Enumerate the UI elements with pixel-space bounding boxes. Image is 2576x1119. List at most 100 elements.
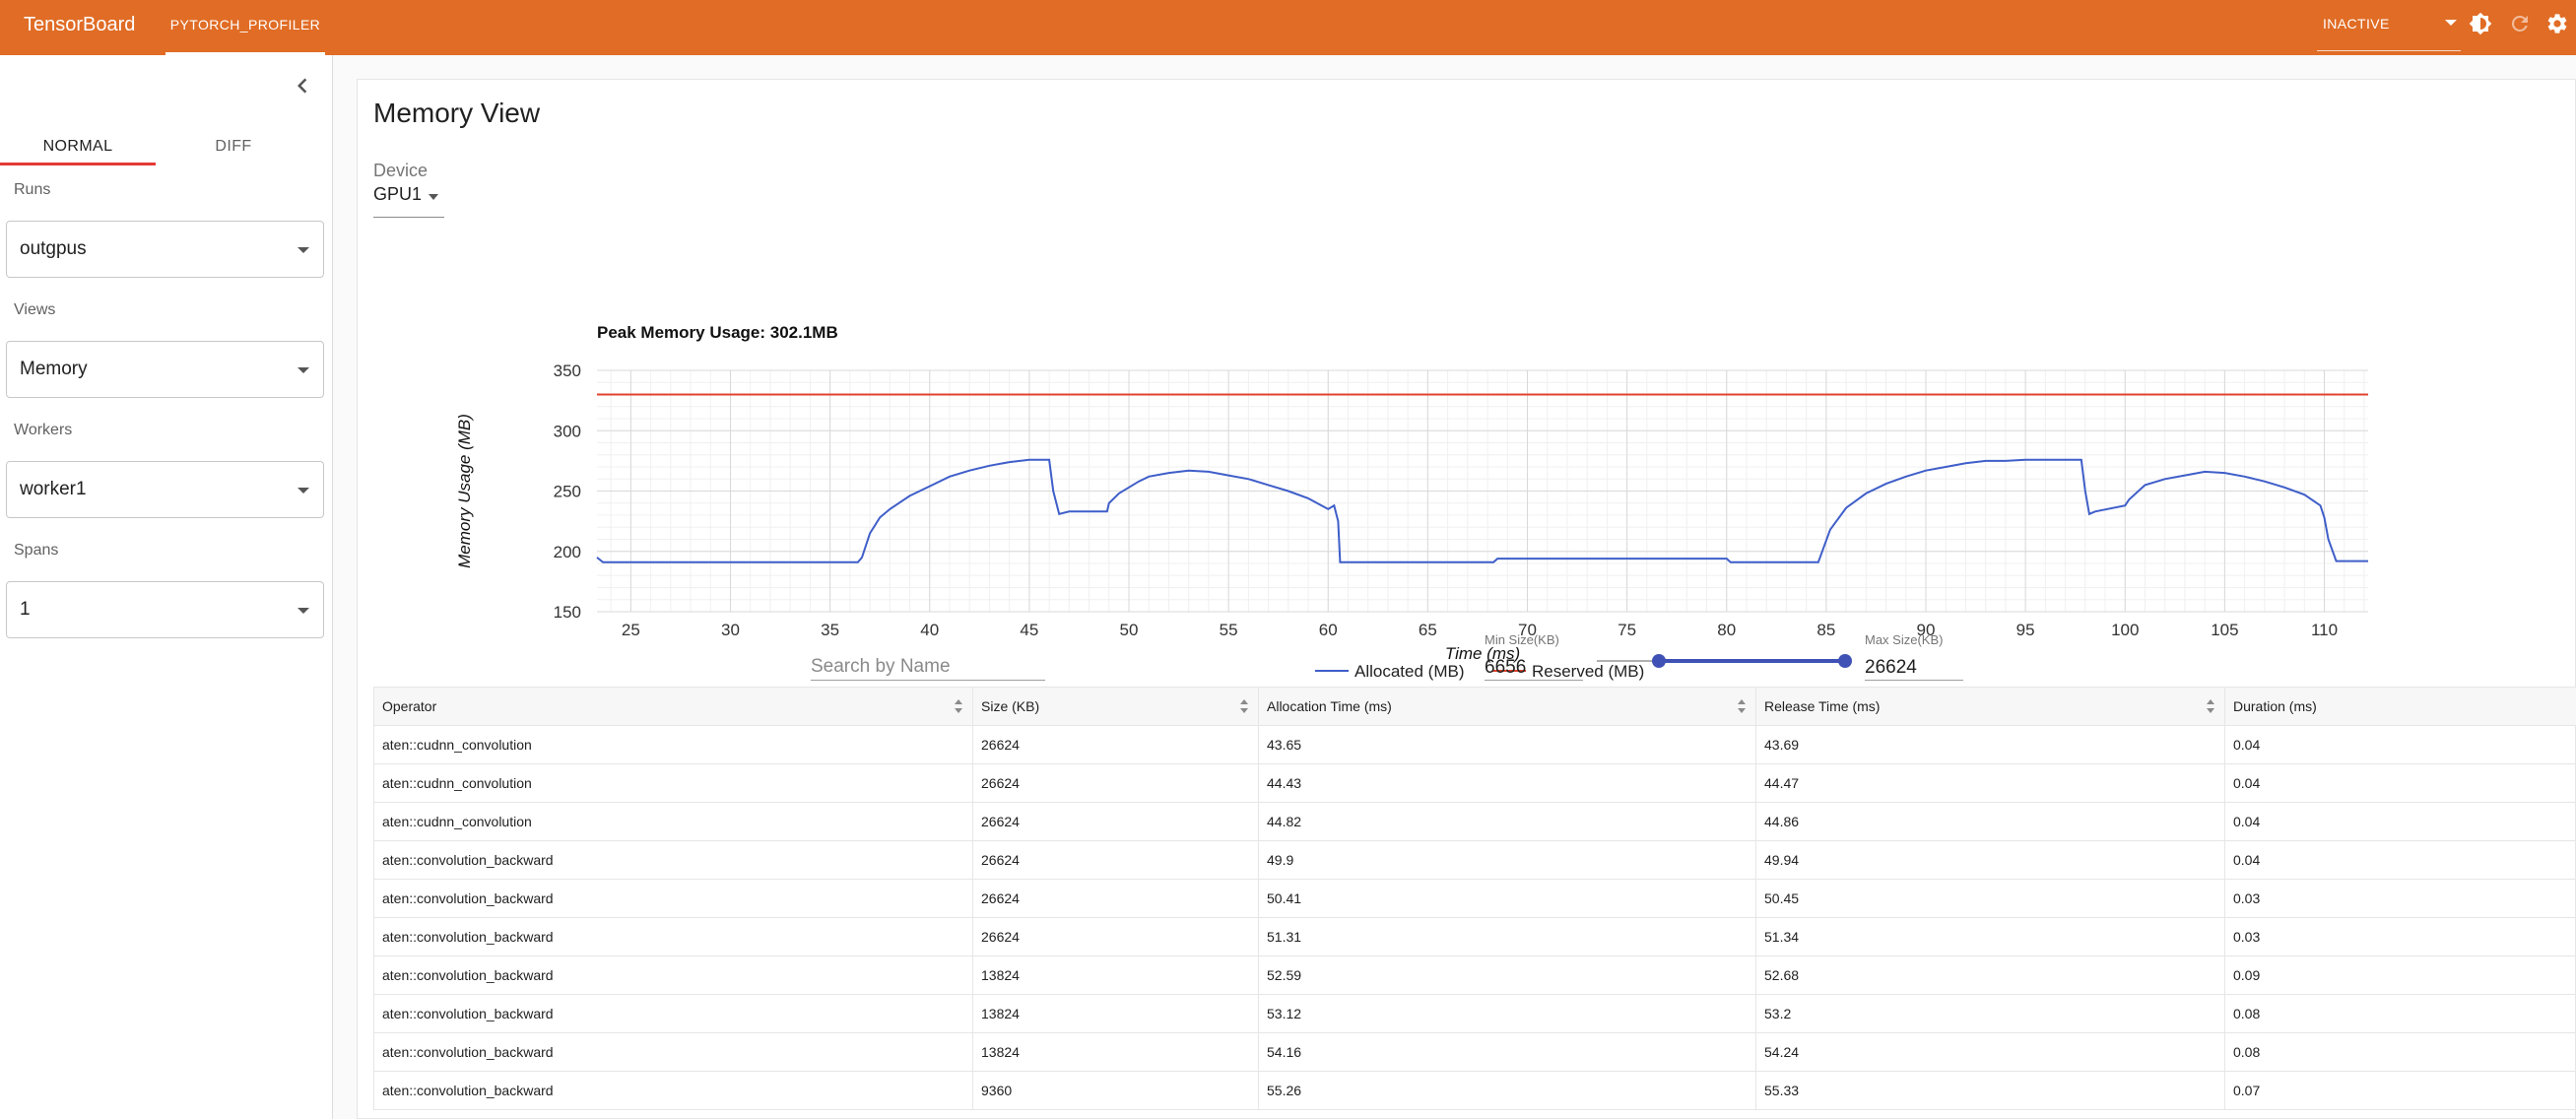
y-tick-label: 350 bbox=[554, 362, 581, 380]
slider-max-thumb[interactable] bbox=[1838, 654, 1852, 668]
column-header-release-time[interactable]: Release Time (ms) bbox=[1755, 687, 2225, 726]
table-cell: aten::convolution_backward bbox=[373, 1032, 973, 1072]
chevron-down-icon bbox=[297, 608, 309, 614]
tab-pytorch-profiler[interactable]: PYTORCH_PROFILER bbox=[165, 0, 325, 55]
settings-icon[interactable] bbox=[2545, 12, 2569, 35]
app-brand[interactable]: TensorBoard bbox=[24, 14, 136, 35]
table-cell: aten::convolution_backward bbox=[373, 994, 973, 1033]
theme-toggle-icon[interactable] bbox=[2469, 12, 2492, 35]
column-header-label: Operator bbox=[382, 698, 437, 714]
table-cell: 26624 bbox=[972, 725, 1259, 764]
x-tick-label: 105 bbox=[2211, 621, 2238, 639]
table-cell: 0.08 bbox=[2224, 994, 2576, 1033]
slider-min-thumb[interactable] bbox=[1652, 654, 1666, 668]
chevron-down-icon bbox=[297, 367, 309, 373]
y-tick-label: 250 bbox=[554, 483, 581, 501]
min-size-label: Min Size(KB) bbox=[1485, 632, 1559, 647]
column-header-operator[interactable]: Operator bbox=[373, 687, 973, 726]
refresh-icon[interactable] bbox=[2508, 12, 2532, 35]
table-row[interactable]: aten::cudnn_convolution 26624 44.43 44.47 0.… bbox=[373, 763, 2576, 803]
series-line-allocated[interactable] bbox=[596, 458, 2368, 563]
table-cell: 52.68 bbox=[1755, 955, 2225, 995]
table-cell: aten::convolution_backward bbox=[373, 955, 973, 995]
x-tick-label: 85 bbox=[1816, 621, 1835, 639]
y-tick-label: 300 bbox=[554, 422, 581, 440]
x-tick-label: 110 bbox=[2311, 621, 2338, 639]
max-size-input[interactable]: 26624 bbox=[1865, 651, 1963, 681]
table-cell: 52.59 bbox=[1258, 955, 1756, 995]
x-tick-label: 45 bbox=[1020, 621, 1038, 639]
table-cell: aten::cudnn_convolution bbox=[373, 802, 973, 841]
y-tick-label: 150 bbox=[554, 603, 581, 622]
runs-select[interactable]: outgpus bbox=[6, 221, 324, 278]
table-cell: 44.86 bbox=[1755, 802, 2225, 841]
chart-title: Peak Memory Usage: 302.1MB bbox=[597, 323, 838, 342]
x-tick-label: 70 bbox=[1518, 621, 1537, 639]
table-cell: 43.65 bbox=[1258, 725, 1756, 764]
table-cell: 0.09 bbox=[2224, 955, 2576, 995]
tab-normal[interactable]: NORMAL bbox=[0, 126, 156, 165]
table-row[interactable]: aten::convolution_backward 9360 55.26 55.33… bbox=[373, 1071, 2576, 1110]
table-cell: 0.04 bbox=[2224, 763, 2576, 803]
x-tick-label: 60 bbox=[1319, 621, 1338, 639]
x-tick-label: 30 bbox=[721, 621, 740, 639]
memory-usage-chart[interactable]: Peak Memory Usage: 302.1MB 25 30 35 40 45 50 55… bbox=[358, 228, 2574, 691]
page-title: Memory View bbox=[373, 98, 541, 128]
device-select[interactable]: GPU1 bbox=[373, 184, 444, 218]
table-row[interactable]: aten::convolution_backward 13824 54.16 54.2… bbox=[373, 1032, 2576, 1072]
views-select[interactable]: Memory bbox=[6, 341, 324, 398]
chevron-down-icon bbox=[297, 247, 309, 253]
x-tick-label: 65 bbox=[1419, 621, 1437, 639]
x-tick-label: 80 bbox=[1717, 621, 1736, 639]
spans-select[interactable]: 1 bbox=[6, 581, 324, 638]
chevron-left-icon[interactable] bbox=[288, 71, 317, 100]
table-cell: 26624 bbox=[972, 917, 1259, 956]
table-row[interactable]: aten::convolution_backward 13824 52.59 52.6… bbox=[373, 955, 2576, 995]
chevron-down-icon bbox=[297, 488, 309, 494]
table-cell: 13824 bbox=[972, 1032, 1259, 1072]
table-cell: aten::convolution_backward bbox=[373, 840, 973, 880]
table-cell: 49.94 bbox=[1755, 840, 2225, 880]
plugin-status-value: INACTIVE bbox=[2323, 16, 2390, 32]
table-row[interactable]: aten::convolution_backward 26624 50.41 50.4… bbox=[373, 879, 2576, 918]
min-size-input[interactable]: 6656 bbox=[1485, 651, 1583, 681]
table-cell: aten::cudnn_convolution bbox=[373, 763, 973, 803]
table-cell: 13824 bbox=[972, 955, 1259, 995]
chevron-down-icon bbox=[429, 194, 438, 200]
table-cell: 50.41 bbox=[1258, 879, 1756, 918]
column-header-label: Release Time (ms) bbox=[1764, 698, 1881, 714]
plugin-status-select[interactable]: INACTIVE bbox=[2317, 12, 2461, 51]
table-cell: 55.33 bbox=[1755, 1071, 2225, 1110]
sort-icon[interactable] bbox=[1736, 697, 1748, 715]
tab-diff[interactable]: DIFF bbox=[215, 138, 252, 155]
table-cell: 50.45 bbox=[1755, 879, 2225, 918]
table-cell: 51.31 bbox=[1258, 917, 1756, 956]
table-row[interactable]: aten::convolution_backward 26624 51.31 51.3… bbox=[373, 917, 2576, 956]
table-cell: 53.12 bbox=[1258, 994, 1756, 1033]
workers-select[interactable]: worker1 bbox=[6, 461, 324, 518]
table-cell: 0.04 bbox=[2224, 840, 2576, 880]
sort-icon[interactable] bbox=[953, 697, 964, 715]
column-header-label: Size (KB) bbox=[981, 698, 1040, 714]
legend-label[interactable]: Reserved (MB) bbox=[1532, 662, 1644, 681]
legend-label[interactable]: Allocated (MB) bbox=[1354, 662, 1464, 681]
table-row[interactable]: aten::cudnn_convolution 26624 43.65 43.69 0.… bbox=[373, 725, 2576, 764]
table-cell: aten::cudnn_convolution bbox=[373, 725, 973, 764]
spans-label: Spans bbox=[14, 542, 59, 559]
table-cell: 54.16 bbox=[1258, 1032, 1756, 1072]
table-cell: 0.04 bbox=[2224, 725, 2576, 764]
table-cell: 13824 bbox=[972, 994, 1259, 1033]
search-by-name-input[interactable] bbox=[811, 645, 1045, 681]
table-row[interactable]: aten::convolution_backward 26624 49.9 49.94… bbox=[373, 840, 2576, 880]
table-row[interactable]: aten::convolution_backward 13824 53.12 53.2… bbox=[373, 994, 2576, 1033]
table-cell: 0.04 bbox=[2224, 802, 2576, 841]
column-header-duration[interactable]: Duration (ms) bbox=[2224, 687, 2576, 726]
table-cell: 44.82 bbox=[1258, 802, 1756, 841]
column-header-allocation-time[interactable]: Allocation Time (ms) bbox=[1258, 687, 1756, 726]
table-row[interactable]: aten::cudnn_convolution 26624 44.82 44.86 0.… bbox=[373, 802, 2576, 841]
sort-icon[interactable] bbox=[2205, 697, 2216, 715]
table-cell: aten::convolution_backward bbox=[373, 917, 973, 956]
table-cell: 44.47 bbox=[1755, 763, 2225, 803]
sort-icon[interactable] bbox=[1238, 697, 1250, 715]
column-header-size[interactable]: Size (KB) bbox=[972, 687, 1259, 726]
